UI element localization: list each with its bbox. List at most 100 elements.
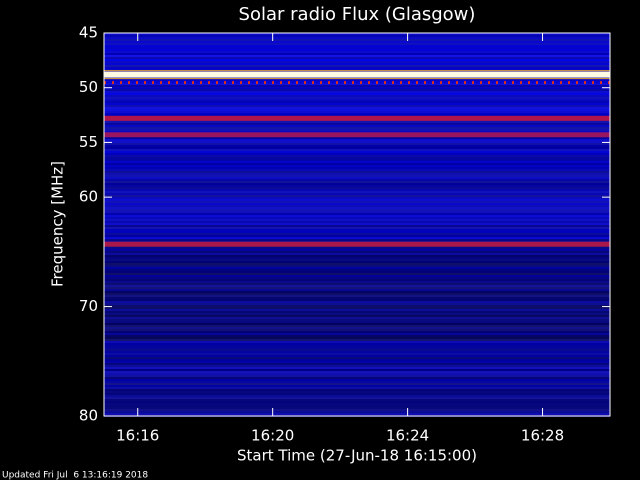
spectrogram-background — [104, 105, 610, 107]
spectrogram-background — [104, 167, 610, 169]
spectrogram-background — [104, 101, 610, 103]
spectrogram-background — [104, 157, 610, 159]
spectrogram-background — [104, 77, 610, 79]
spectrogram-background — [104, 323, 610, 325]
spectrogram-background — [104, 139, 610, 141]
y-axis-label: Frequency [MHz] — [49, 161, 67, 287]
spectrogram-background — [104, 131, 610, 133]
spectrogram-background — [104, 175, 610, 177]
spectrogram-background — [104, 275, 610, 277]
spectrogram-background — [104, 93, 610, 95]
x-tick-label: 16:16 — [116, 427, 159, 445]
spectrogram-background — [104, 91, 610, 93]
spectrogram-background — [104, 213, 610, 215]
spectrogram-background — [104, 407, 610, 409]
spectrogram-background — [104, 143, 610, 145]
spectrogram-background — [104, 381, 610, 383]
spectrogram-background — [104, 37, 610, 39]
spectrogram-background — [104, 181, 610, 183]
spectrogram-background — [104, 103, 610, 105]
spectrogram-background — [104, 179, 610, 181]
spectrogram-background — [104, 191, 610, 193]
spectrogram-background — [104, 413, 610, 415]
spectrogram-background — [104, 35, 610, 37]
spectrogram-background — [104, 207, 610, 209]
plot-area — [104, 33, 610, 417]
spectrogram-background — [104, 123, 610, 125]
y-tick-label: 80 — [79, 407, 98, 425]
spectrogram-background — [104, 237, 610, 239]
spectrogram-background — [104, 255, 610, 257]
spectrogram-background — [104, 85, 610, 87]
y-tick-label: 45 — [79, 24, 98, 42]
spectrogram-background — [104, 311, 610, 313]
spectrogram-background — [104, 149, 610, 151]
spectrogram-background — [104, 151, 610, 153]
spectrogram-background — [104, 351, 610, 353]
spectrogram-background — [104, 249, 610, 251]
spectrogram-background — [104, 331, 610, 333]
spectrogram-background — [104, 49, 610, 51]
spectrogram-background — [104, 271, 610, 273]
spectrogram-background — [104, 251, 610, 253]
spectrogram-background — [104, 383, 610, 385]
spectrogram-background — [104, 303, 610, 305]
spectrogram-background — [104, 361, 610, 363]
spectrogram-background — [104, 43, 610, 45]
spectrogram-background — [104, 201, 610, 203]
spectrogram-background — [104, 99, 610, 101]
spectrogram-background — [104, 373, 610, 375]
spectrogram-background — [104, 229, 610, 231]
spectrogram-background — [104, 155, 610, 157]
spectrogram-background — [104, 219, 610, 221]
spectrogram-background — [104, 33, 610, 35]
spectrogram-background — [104, 83, 610, 85]
spectrogram-background — [104, 127, 610, 129]
spectrogram-background — [104, 349, 610, 351]
spectrogram-background — [104, 111, 610, 113]
spectrogram-background — [104, 257, 610, 259]
spectrogram-background — [104, 339, 610, 341]
spectrogram-background — [104, 287, 610, 289]
spectrogram-background — [104, 141, 610, 143]
spectrogram-background — [104, 53, 610, 55]
spectrogram-background — [104, 39, 610, 41]
spectrogram-background — [104, 41, 610, 43]
y-tick-label: 50 — [79, 78, 98, 96]
spectrogram-background — [104, 253, 610, 255]
spectrogram-background — [104, 285, 610, 287]
spectrogram-background — [104, 399, 610, 401]
spectrogram-background — [104, 235, 610, 237]
spectrogram-background — [104, 273, 610, 275]
band — [104, 71, 610, 78]
spectrogram-background — [104, 393, 610, 395]
spectrogram-background — [104, 55, 610, 57]
spectrogram-background — [104, 279, 610, 281]
spectrogram-background — [104, 281, 610, 283]
spectrogram-background — [104, 169, 610, 171]
spectrogram-background — [104, 261, 610, 263]
spectrogram-background — [104, 343, 610, 345]
spectrogram-background — [104, 389, 610, 391]
spectrogram-background — [104, 313, 610, 315]
spectrogram-background — [104, 283, 610, 285]
spectrogram-background — [104, 197, 610, 199]
spectrogram-background — [104, 309, 610, 311]
spectrogram-background — [104, 387, 610, 389]
spectrogram-background — [104, 297, 610, 299]
spectrogram-background — [104, 265, 610, 267]
spectrogram-background — [104, 173, 610, 175]
spectrogram-background — [104, 147, 610, 149]
spectrogram-background — [104, 217, 610, 219]
y-tick-label: 70 — [79, 297, 98, 315]
spectrogram-background — [104, 337, 610, 339]
spectrogram-background — [104, 61, 610, 63]
spectrogram-background — [104, 369, 610, 371]
spectrogram-background — [104, 227, 610, 229]
spectrogram-background — [104, 107, 610, 109]
spectrogram-background — [104, 67, 610, 69]
chart-title: Solar radio Flux (Glasgow) — [239, 4, 476, 25]
spectrogram-background — [104, 375, 610, 377]
spectrogram-background — [104, 87, 610, 89]
spectrogram-background — [104, 333, 610, 335]
